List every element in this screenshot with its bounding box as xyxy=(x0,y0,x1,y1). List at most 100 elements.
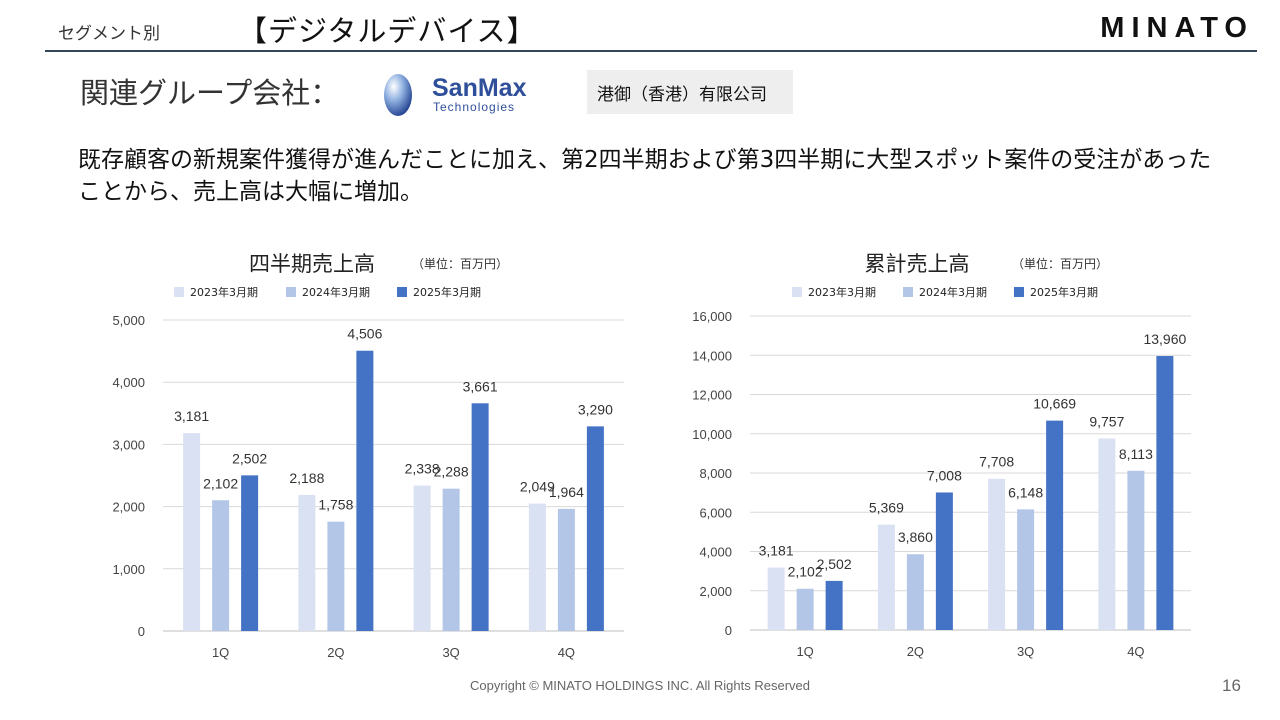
chart1-bar xyxy=(356,350,374,631)
chart2-x-tick-label: 2Q xyxy=(907,644,924,659)
chart2-x-tick-label: 1Q xyxy=(796,644,813,659)
chart2-y-tick-label: 4,000 xyxy=(699,545,732,560)
chart1-data-label: 1,964 xyxy=(549,484,584,500)
chart2-data-label: 7,008 xyxy=(927,467,962,483)
chart1-bar xyxy=(241,475,259,631)
chart1-bar xyxy=(528,503,546,631)
chart2-bar xyxy=(1156,356,1174,630)
chart2-bar xyxy=(796,588,814,630)
chart2-bar xyxy=(935,492,953,630)
chart2-legend-label: 2024年3月期 xyxy=(919,285,987,299)
chart2-title: 累計売上高 xyxy=(865,252,970,276)
chart2-y-tick-label: 10,000 xyxy=(692,427,732,442)
chart2-data-label: 2,102 xyxy=(788,564,823,580)
chart1-y-tick-label: 2,000 xyxy=(112,500,145,515)
chart2-bar xyxy=(988,478,1006,630)
copyright: Copyright © MINATO HOLDINGS INC. All Rig… xyxy=(470,678,810,693)
chart1-unit: （単位：百万円） xyxy=(412,256,508,271)
sanmax-egg-icon xyxy=(384,74,412,116)
chart2-y-tick-label: 6,000 xyxy=(699,505,732,520)
company-name: 港御（香港）有限公司 xyxy=(597,85,767,105)
chart2-y-tick-label: 2,000 xyxy=(699,584,732,599)
chart1-y-tick-label: 4,000 xyxy=(112,375,145,390)
chart1-legend-label: 2023年3月期 xyxy=(190,285,258,299)
chart2-y-tick-label: 14,000 xyxy=(692,348,732,363)
chart2-bar xyxy=(906,554,924,630)
group-company-label: 関連グループ会社： xyxy=(80,76,340,110)
chart1-bar xyxy=(413,485,431,631)
chart1-bar xyxy=(471,403,489,631)
chart2-data-label: 10,669 xyxy=(1033,396,1076,412)
chart1-data-label: 2,102 xyxy=(203,475,238,491)
chart2-data-label: 9,757 xyxy=(1089,414,1124,430)
chart2-unit: （単位：百万円） xyxy=(1012,256,1108,271)
chart2-x-tick-label: 4Q xyxy=(1127,644,1144,659)
sanmax-brand-sub: Technologies xyxy=(433,100,515,114)
chart2-bar xyxy=(767,567,785,630)
chart1-legend-swatch xyxy=(174,287,184,297)
chart1-y-tick-label: 0 xyxy=(138,624,145,639)
chart2-data-label: 6,148 xyxy=(1008,484,1043,500)
page-number: 16 xyxy=(1222,676,1241,695)
chart1-legend-swatch xyxy=(286,287,296,297)
chart1-data-label: 3,181 xyxy=(174,408,209,424)
chart1-data-label: 2,288 xyxy=(434,464,469,480)
chart2-bar xyxy=(1017,509,1035,630)
segment-label: セグメント別 xyxy=(58,24,160,44)
chart1-title: 四半期売上高 xyxy=(249,252,375,276)
chart2-data-label: 7,708 xyxy=(979,454,1014,470)
chart1-x-tick-label: 4Q xyxy=(558,645,575,660)
company-box xyxy=(587,70,793,114)
chart1-bar xyxy=(442,488,460,631)
chart2-legend-label: 2023年3月期 xyxy=(808,285,876,299)
minato-logo: MINATO xyxy=(1100,12,1254,44)
chart2-y-tick-label: 8,000 xyxy=(699,466,732,481)
chart2-x-tick-label: 3Q xyxy=(1017,644,1034,659)
chart1-data-label: 2,502 xyxy=(232,450,267,466)
chart1-x-tick-label: 2Q xyxy=(327,645,344,660)
chart1-bar xyxy=(183,433,201,631)
chart2-bar xyxy=(1046,420,1064,630)
chart1-data-label: 2,049 xyxy=(520,479,555,495)
chart1-bar xyxy=(298,494,316,631)
chart2-data-label: 3,181 xyxy=(759,543,794,559)
chart1-y-tick-label: 5,000 xyxy=(112,313,145,328)
chart1-x-tick-label: 1Q xyxy=(212,645,229,660)
chart2-bar xyxy=(1098,438,1116,630)
chart1-y-tick-label: 3,000 xyxy=(112,437,145,452)
chart1-data-label: 3,290 xyxy=(578,401,613,417)
chart2-y-tick-label: 16,000 xyxy=(692,309,732,324)
chart1-bar xyxy=(327,521,345,631)
chart1-legend-swatch xyxy=(397,287,407,297)
sanmax-brand-name: SanMax xyxy=(432,74,527,102)
chart1-data-label: 1,758 xyxy=(318,497,353,513)
chart2-legend-swatch xyxy=(1014,287,1024,297)
sanmax-logo: SanMax Technologies xyxy=(384,74,527,116)
chart1-bar xyxy=(212,500,230,631)
chart1-data-label: 2,188 xyxy=(289,470,324,486)
chart2-legend-label: 2025年3月期 xyxy=(1030,285,1098,299)
chart1-data-label: 4,506 xyxy=(347,326,382,342)
chart2-data-label: 2,502 xyxy=(817,556,852,572)
chart1-legend-label: 2024年3月期 xyxy=(302,285,370,299)
chart2-legend-swatch xyxy=(792,287,802,297)
chart2-data-label: 3,860 xyxy=(898,529,933,545)
chart1-bar xyxy=(586,426,604,631)
chart2-bar xyxy=(825,580,843,630)
chart2-y-tick-label: 12,000 xyxy=(692,388,732,403)
chart2-data-label: 13,960 xyxy=(1143,331,1186,347)
header-divider xyxy=(45,50,1257,52)
chart1-data-label: 2,338 xyxy=(405,461,440,477)
chart1-y-tick-label: 1,000 xyxy=(112,562,145,577)
chart2-data-label: 5,369 xyxy=(869,500,904,516)
chart2-data-label: 8,113 xyxy=(1119,446,1153,462)
chart1-x-tick-label: 3Q xyxy=(442,645,459,660)
description-text: 既存顧客の新規案件獲得が進んだことに加え、第2四半期および第3四半期に大型スポッ… xyxy=(78,147,1212,205)
chart2-y-tick-label: 0 xyxy=(725,623,732,638)
chart2-bar xyxy=(877,524,895,630)
page-title: 【デジタルデバイス】 xyxy=(238,14,537,48)
chart1-legend-label: 2025年3月期 xyxy=(413,285,481,299)
chart1-bar xyxy=(557,508,575,631)
chart2-bar xyxy=(1127,470,1145,630)
